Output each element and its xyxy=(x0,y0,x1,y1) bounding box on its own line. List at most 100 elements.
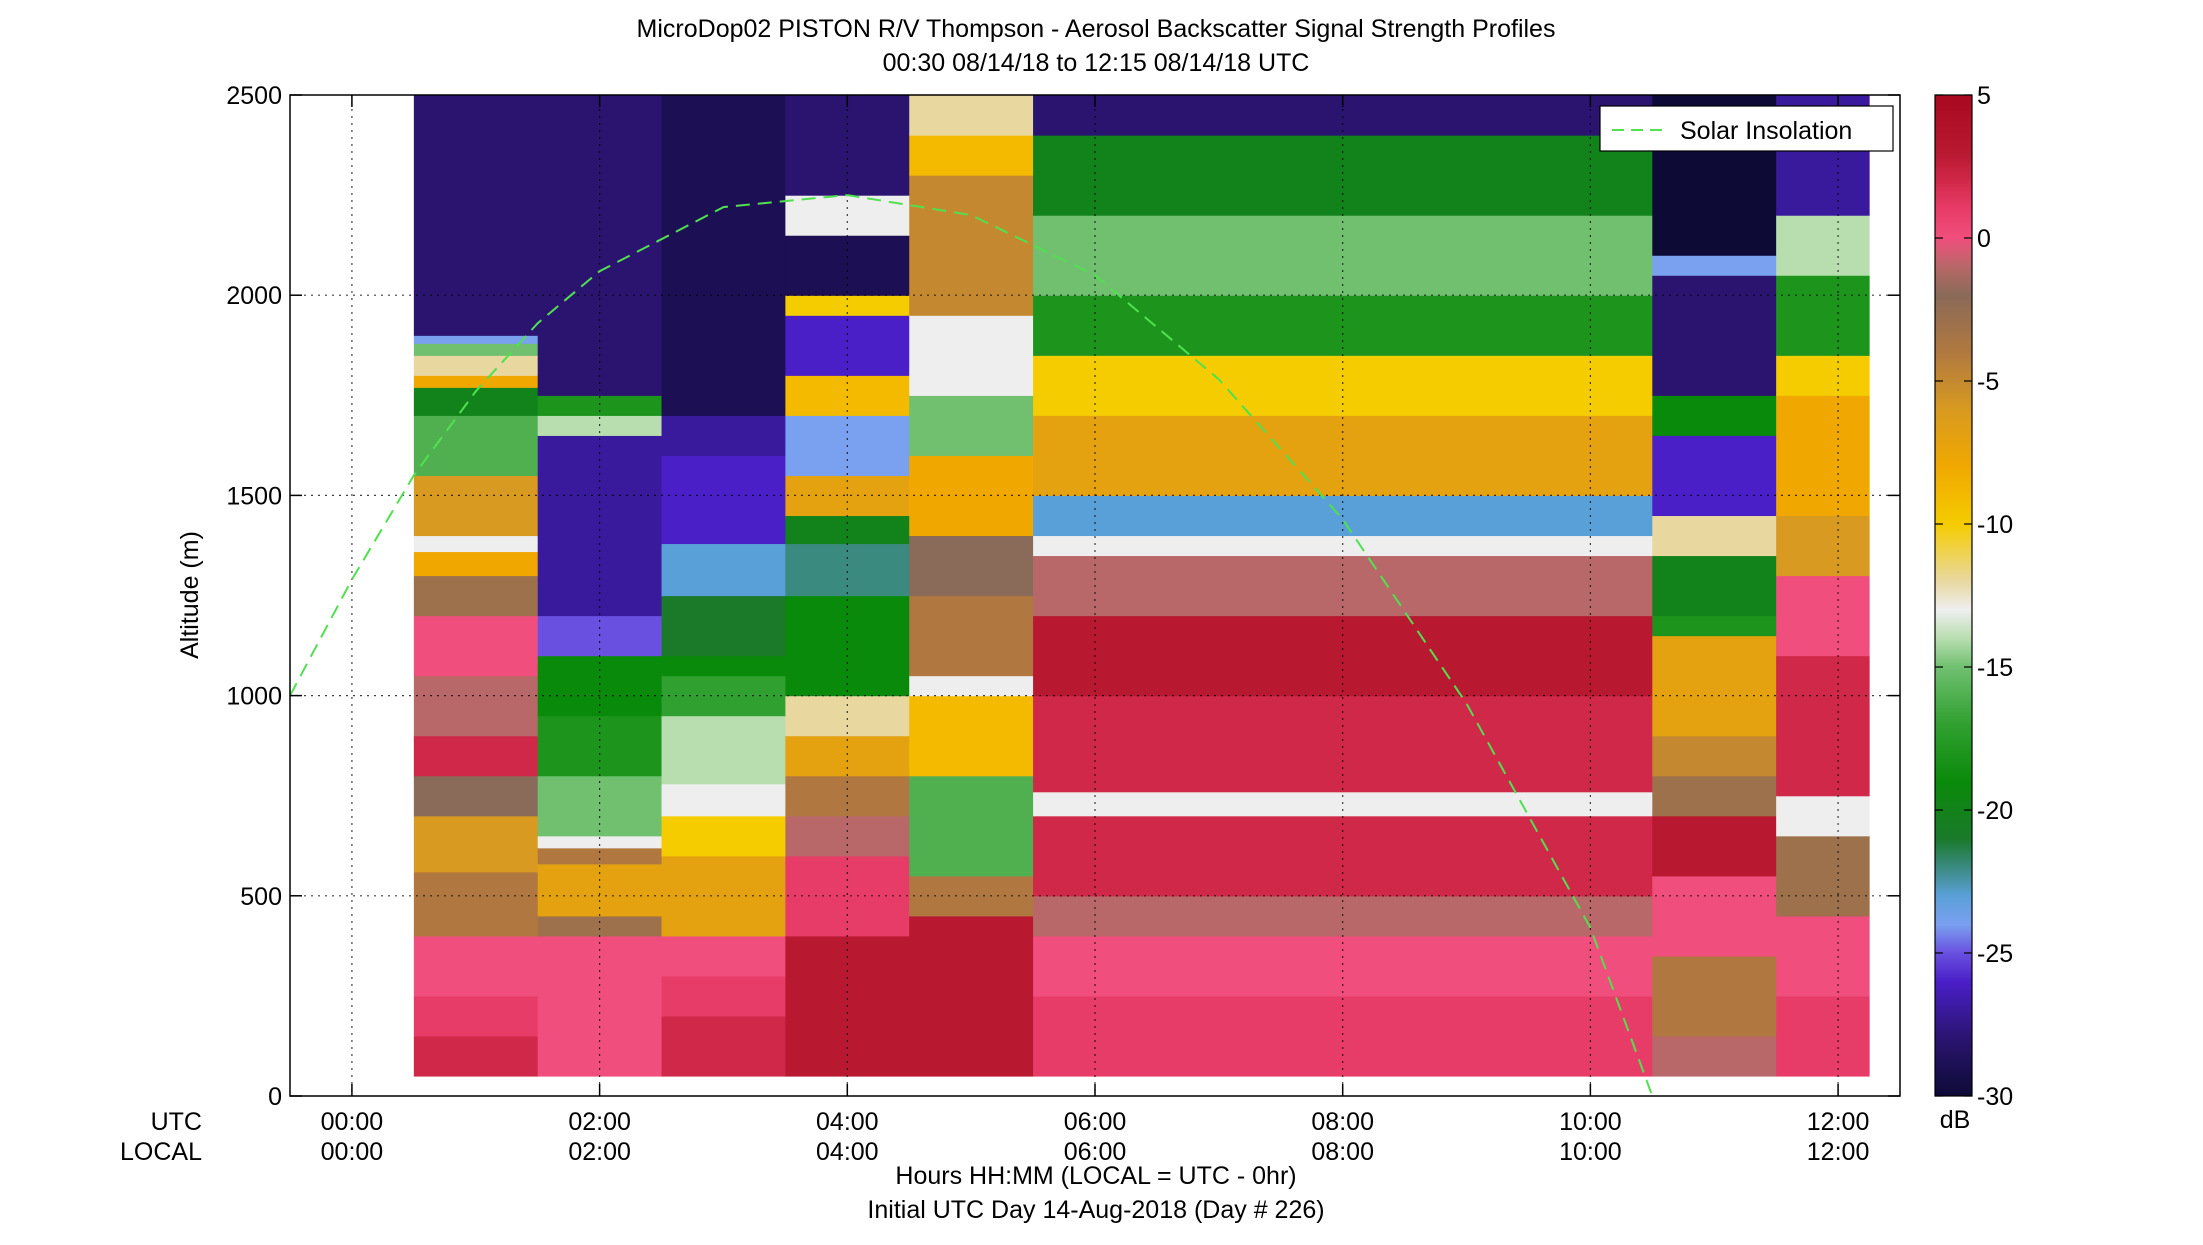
heatmap-cell-c4-b9 xyxy=(909,395,1034,456)
heatmap-cell-c0-b16 xyxy=(413,355,539,376)
heatmap-cell-c0-b19 xyxy=(413,95,539,336)
heatmap-cell-c0-b1 xyxy=(413,995,539,1037)
x-tick-label-local-0600: 06:00 xyxy=(1064,1138,1127,1166)
colorbar xyxy=(1934,94,1973,1097)
heatmap-cell-c1-b12 xyxy=(537,395,663,416)
solar-insolation-curve xyxy=(290,194,1654,1096)
heatmap-cell-c7-b7 xyxy=(1776,395,1870,517)
x-axis-row-utc-label: UTC xyxy=(151,1108,202,1136)
y-tick-label-500: 500 xyxy=(240,883,282,911)
heatmap-cell-c6-b7 xyxy=(1652,615,1777,637)
heatmap-cell-c4-b13 xyxy=(909,95,1034,136)
x-tick-label-utc-0000: 00:00 xyxy=(321,1108,384,1136)
x-axis-row-local-label: LOCAL xyxy=(120,1138,202,1166)
heatmap-cell-c5-b1 xyxy=(1033,935,1653,997)
heatmap-cell-c6-b0 xyxy=(1652,1035,1777,1077)
heatmap-cell-c0-b11 xyxy=(413,535,539,553)
heatmap-cell-c4-b3 xyxy=(909,775,1034,877)
y-axis-ticks: 0 500 1000 1500 2000 2500 xyxy=(226,82,1900,1111)
heatmap-cell-c7-b9 xyxy=(1776,275,1870,356)
heatmap-cells xyxy=(413,95,1870,1077)
heatmap-cell-c3-b4 xyxy=(785,735,910,777)
heatmap-cell-c0-b6 xyxy=(413,735,539,777)
heatmap-cell-c3-b11 xyxy=(785,375,910,416)
x-axis-label-day: Initial UTC Day 14-Aug-2018 (Day # 226) xyxy=(867,1196,1324,1224)
heatmap-cell-c6-b3 xyxy=(1652,815,1777,877)
x-tick-label-utc-1200: 12:00 xyxy=(1807,1108,1870,1136)
heatmap-cell-c6-b8 xyxy=(1652,555,1777,617)
legend-box xyxy=(1599,105,1894,152)
heatmap-cell-c1-b6 xyxy=(537,775,663,837)
colorbar-tick-label--30: -30 xyxy=(1977,1083,2013,1111)
heatmap-cell-c7-b1 xyxy=(1776,915,1870,997)
heatmap-cell-c2-b13 xyxy=(661,95,786,416)
heatmap-cell-c3-b6 xyxy=(785,595,910,697)
heatmap-cell-c5-b8 xyxy=(1033,535,1653,557)
legend-label-solar-insolation: Solar Insolation xyxy=(1680,117,1852,145)
heatmap-cell-c7-b8 xyxy=(1776,355,1870,396)
heatmap-cell-c7-b4 xyxy=(1776,655,1870,797)
heatmap-cell-c4-b6 xyxy=(909,595,1034,677)
heatmap-cell-c0-b12 xyxy=(413,475,539,537)
heatmap-cell-c2-b2 xyxy=(661,935,786,977)
colorbar-unit: dB xyxy=(1940,1106,1971,1134)
y-tick-label-0: 0 xyxy=(268,1083,282,1111)
heatmap-cell-c0-b4 xyxy=(413,815,539,873)
x-tick-label-utc-0600: 06:00 xyxy=(1064,1108,1127,1136)
heatmap-cell-c4-b12 xyxy=(909,135,1034,176)
colorbar-tick-label--25: -25 xyxy=(1977,940,2013,968)
colorbar-tick-label--5: -5 xyxy=(1977,368,1999,396)
y-tick-label-2000: 2000 xyxy=(226,282,282,310)
heatmap-cell-c4-b5 xyxy=(909,675,1034,697)
y-tick-label-1500: 1500 xyxy=(226,482,282,510)
heatmap-cell-c2-b12 xyxy=(661,415,786,456)
heatmap-cell-c2-b1 xyxy=(661,975,786,1017)
heatmap-cell-c7-b3 xyxy=(1776,795,1870,837)
y-tick-label-2500: 2500 xyxy=(226,82,282,110)
heatmap-cell-c2-b4 xyxy=(661,815,786,857)
heatmap-cell-c0-b13 xyxy=(413,415,539,476)
x-tick-label-utc-1000: 10:00 xyxy=(1559,1108,1622,1136)
heatmap-cell-c7-b10 xyxy=(1776,215,1870,276)
heatmap-cell-c6-b6 xyxy=(1652,635,1777,737)
heatmap-cell-c4-b7 xyxy=(909,535,1034,597)
x-tick-label-local-1000: 10:00 xyxy=(1559,1138,1622,1166)
heatmap-cell-c7-b2 xyxy=(1776,835,1870,917)
x-axis-label: Hours HH:MM (LOCAL = UTC - 0hr) xyxy=(895,1162,1296,1190)
heatmap-cell-c1-b13 xyxy=(537,95,663,396)
grid-lines xyxy=(290,95,1900,1096)
x-tick-label-local-1200: 12:00 xyxy=(1807,1138,1870,1166)
colorbar-tick-label--10: -10 xyxy=(1977,511,2013,539)
heatmap-cell-c3-b12 xyxy=(785,315,910,376)
heatmap-cell-c4-b11 xyxy=(909,175,1034,316)
heatmap-cell-c2-b8 xyxy=(661,655,786,677)
x-tick-label-local-0200: 02:00 xyxy=(568,1138,631,1166)
heatmap-cell-c0-b7 xyxy=(413,675,539,737)
y-axis-label: Altitude (m) xyxy=(176,531,204,659)
heatmap-cell-c7-b0 xyxy=(1776,995,1870,1077)
heatmap-cell-c6-b11 xyxy=(1652,395,1777,436)
colorbar-ticks: 5 0 -5 -10 -15 -20 -25 -30 xyxy=(1935,82,2013,1111)
colorbar-tick-label--20: -20 xyxy=(1977,797,2013,825)
heatmap-cell-c0-b10 xyxy=(413,551,539,577)
heatmap-cell-c5-b0 xyxy=(1033,995,1653,1077)
heatmap-cell-c6-b13 xyxy=(1652,255,1777,276)
colorbar-tick-label-5: 5 xyxy=(1977,82,1991,110)
heatmap-cell-c6-b4 xyxy=(1652,775,1777,817)
heatmap-cell-c1-b4 xyxy=(537,847,663,865)
heatmap-cell-c0-b8 xyxy=(413,615,539,677)
heatmap-cell-c3-b1 xyxy=(785,855,910,937)
heatmap-cell-c6-b2 xyxy=(1652,875,1777,957)
heatmap-cell-c2-b10 xyxy=(661,543,786,597)
heatmap-cell-c0-b18 xyxy=(413,335,539,344)
heatmap-cell-c0-b17 xyxy=(413,343,539,356)
heatmap-cell-c7-b5 xyxy=(1776,575,1870,657)
x-tick-label-local-0800: 08:00 xyxy=(1311,1138,1374,1166)
heatmap-cell-c2-b6 xyxy=(661,715,786,785)
heatmap-cell-c1-b5 xyxy=(537,835,663,849)
heatmap-cell-c5-b5 xyxy=(1033,695,1653,793)
heatmap-cell-c6-b12 xyxy=(1652,275,1777,396)
colorbar-tick-label-0: 0 xyxy=(1977,225,1991,253)
